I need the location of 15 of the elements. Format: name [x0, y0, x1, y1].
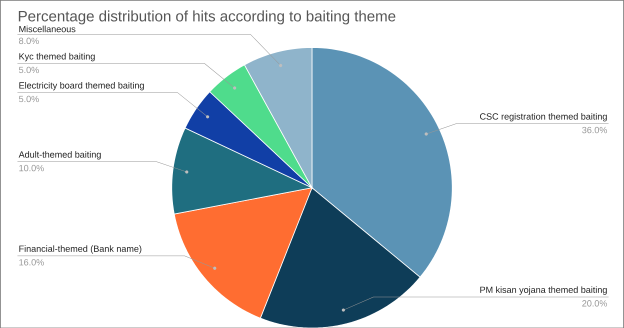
chart-title: Percentage distribution of hits according to baiting theme	[18, 10, 396, 24]
data-label: 8.0%	[19, 37, 39, 44]
data-label: 36.0%	[582, 126, 608, 134]
data-label: 20.0%	[582, 300, 608, 306]
data-label: 5.0%	[19, 66, 39, 73]
slice-label: CSC registration themed baiting	[480, 112, 607, 122]
data-label: 10.0%	[19, 164, 44, 172]
slice-label: PM kisan yojana themed baiting	[480, 286, 607, 295]
slice-label: Kyc themed baiting	[19, 52, 95, 62]
slice-label: Electricity board themed baiting	[19, 82, 144, 90]
slice-label: Miscellaneous	[19, 25, 76, 32]
slice-label: Financial-themed (Bank name)	[19, 245, 142, 254]
data-label: 16.0%	[19, 258, 44, 266]
slice-label: Adult-themed baiting	[18, 150, 101, 160]
data-label: 5.0%	[19, 96, 39, 102]
